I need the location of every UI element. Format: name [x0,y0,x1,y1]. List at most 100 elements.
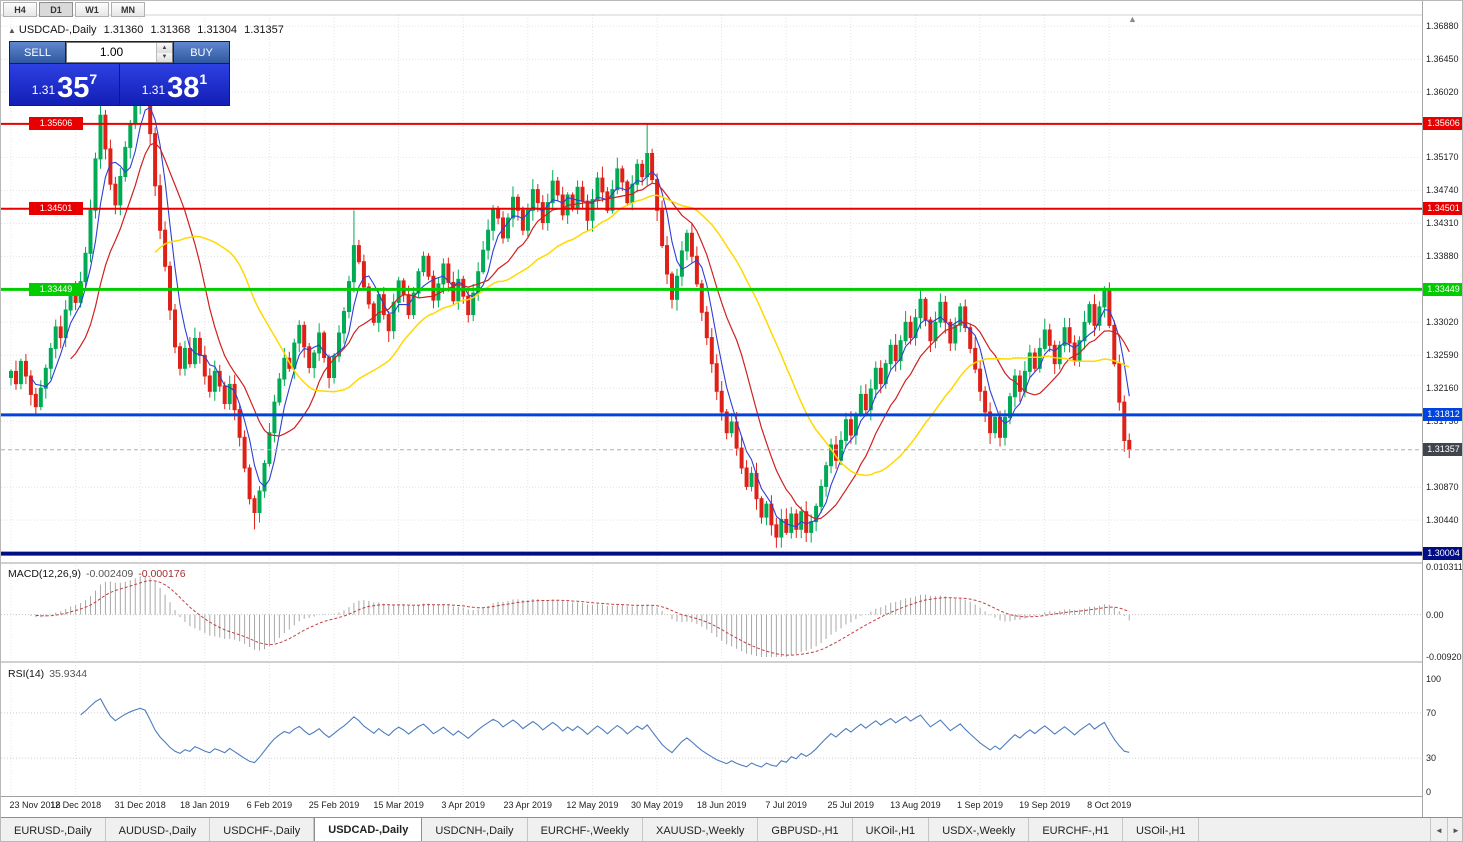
price-axis-tick: 1.36450 [1426,54,1459,65]
macd-axis-tick: 0.00 [1426,609,1444,620]
price-level-left-badge: 1.33449 [29,282,83,296]
sell-price-big: 35 [57,72,90,105]
price-axis-tick: 1.34310 [1426,218,1459,229]
volume-value[interactable]: 1.00 [99,45,124,59]
sell-price-pip: 7 [89,71,98,87]
ma-line-30 [154,194,1130,477]
volume-down-icon[interactable]: ▼ [157,52,172,62]
price-level-left-badge: 1.35606 [29,117,83,131]
volume-input[interactable]: 1.00 ▲ ▼ [66,42,173,63]
volume-stepper: ▲ ▼ [156,43,172,62]
tab-usdcnh-daily[interactable]: USDCNH-,Daily [422,818,528,841]
candlestick-series [9,69,1132,548]
chart-shift-marker-icon: ▲ [1128,14,1137,24]
timeframe-mn-button[interactable]: MN [111,2,145,17]
tab-eurchf-weekly[interactable]: EURCHF-,Weekly [528,818,643,841]
x-axis-label: 6 Feb 2019 [246,800,293,810]
tab-ukoil-h1[interactable]: UKOil-,H1 [853,818,930,841]
timeframe-d1-button[interactable]: D1 [39,2,73,17]
price-level-badge: 1.33449 [1423,282,1462,296]
symbol-marker-icon: ▲ [8,26,16,35]
chart-tab-bar: EURUSD-,Daily AUDUSD-,Daily USDCHF-,Daily U… [1,817,1462,841]
macd-axis-tick: -0.009203 [1426,652,1463,662]
x-axis-label: 31 Dec 2018 [114,800,166,810]
x-axis-label: 12 Dec 2018 [50,800,102,810]
sell-price-tile[interactable]: 1.31 35 7 [10,64,119,105]
x-axis-label: 15 Mar 2019 [373,800,424,810]
rsi-axis-tick: 70 [1426,707,1437,718]
x-axis-label: 30 May 2019 [630,800,684,810]
price-axis-tick: 1.30440 [1426,515,1459,526]
price-axis-tick: 1.32590 [1426,350,1459,361]
price-axis-tick: 1.34740 [1426,185,1459,196]
ma-line-13 [70,142,1130,520]
x-axis-label: 12 May 2019 [566,800,619,810]
rsi-header: RSI(14) 35.9344 [8,668,87,680]
ma-line-5 [30,106,1130,528]
tab-gbpusd-h1[interactable]: GBPUSD-,H1 [758,818,853,841]
buy-button[interactable]: BUY [174,42,229,63]
price-axis-tick: 1.35170 [1426,152,1459,163]
timeframe-h4-button[interactable]: H4 [3,2,37,17]
tab-scroll-right-icon[interactable]: ► [1447,818,1462,841]
price-axis-tick: 1.36020 [1426,87,1459,98]
chart-canvas[interactable] [1,1,1422,797]
rsi-line [80,697,1130,768]
tab-usdcad-daily[interactable]: USDCAD-,Daily [314,817,423,841]
macd-signal-line [35,580,1130,656]
x-axis-label: 3 Apr 2019 [441,800,485,810]
buy-price-big: 38 [167,72,200,105]
sell-button[interactable]: SELL [10,42,65,63]
tab-scroll-left-icon[interactable]: ◄ [1430,818,1447,841]
ohlc-high: 1.31368 [150,24,191,36]
price-level-badge: 1.31812 [1423,408,1462,422]
timeframe-toolbar: H4 D1 W1 MN [3,2,145,17]
x-axis-label: 23 Apr 2019 [503,800,553,810]
buy-price-tile[interactable]: 1.31 38 1 [120,64,229,105]
tab-audusd-daily[interactable]: AUDUSD-,Daily [106,818,211,841]
x-axis-label: 18 Jun 2019 [696,800,747,810]
one-click-trading-panel: SELL 1.00 ▲ ▼ BUY 1.31 35 7 1.31 38 1 [9,41,230,106]
macd-axis-tick: 0.010311 [1426,562,1463,572]
macd-header: MACD(12,26,9) -0.002409 -0.000176 [8,568,186,580]
price-level-badge: 1.30004 [1423,547,1462,561]
x-axis-label: 19 Sep 2019 [1019,800,1071,810]
chart-title: ▲ USDCAD-,Daily 1.31360 1.31368 1.31304 1… [8,24,288,36]
macd-histogram [15,575,1130,657]
macd-name: MACD(12,26,9) [8,568,81,580]
x-axis-label: 1 Sep 2019 [956,800,1004,810]
tab-usdx-weekly[interactable]: USDX-,Weekly [929,818,1030,841]
price-level-badge: 1.35606 [1423,117,1462,131]
rsi-axis-tick: 100 [1426,674,1442,684]
tab-xauusd-weekly[interactable]: XAUUSD-,Weekly [643,818,759,841]
volume-up-icon[interactable]: ▲ [157,43,172,53]
price-level-badge: 1.34501 [1423,202,1462,216]
ohlc-low: 1.31304 [197,24,238,36]
rsi-name: RSI(14) [8,668,45,680]
sell-price-prefix: 1.31 [31,83,56,97]
macd-signal-value: -0.000176 [138,568,186,580]
x-axis-label: 25 Feb 2019 [308,800,360,810]
x-axis-label: 13 Aug 2019 [890,800,941,810]
macd-value: -0.002409 [85,568,134,580]
tab-usoil-h1[interactable]: USOil-,H1 [1123,818,1200,841]
buy-price-pip: 1 [199,71,208,87]
price-level-left-badge: 1.34501 [29,202,83,216]
timeframe-w1-button[interactable]: W1 [75,2,109,17]
chart-symbol: USDCAD-,Daily [18,24,97,36]
price-axis-tick: 1.32160 [1426,383,1459,394]
tab-eurchf-h1[interactable]: EURCHF-,H1 [1029,818,1123,841]
x-axis-label: 18 Jan 2019 [180,800,230,810]
tab-usdchf-daily[interactable]: USDCHF-,Daily [210,818,315,841]
chart-grid [1,15,1422,796]
x-axis-label: 8 Oct 2019 [1087,800,1132,810]
x-axis-label: 7 Jul 2019 [765,800,807,810]
price-axis-tick: 1.30870 [1426,482,1459,493]
tab-eurusd-daily[interactable]: EURUSD-,Daily [1,818,106,841]
rsi-axis-tick: 0 [1426,787,1432,797]
current-price-badge: 1.31357 [1423,443,1462,457]
x-axis-label: 23 Nov 2018 [9,800,61,810]
price-axis: 1.36880 1.36450 1.36020 1.35170 1.34740 1.343… [1422,1,1463,817]
horizontal-level-lines [1,122,1422,556]
